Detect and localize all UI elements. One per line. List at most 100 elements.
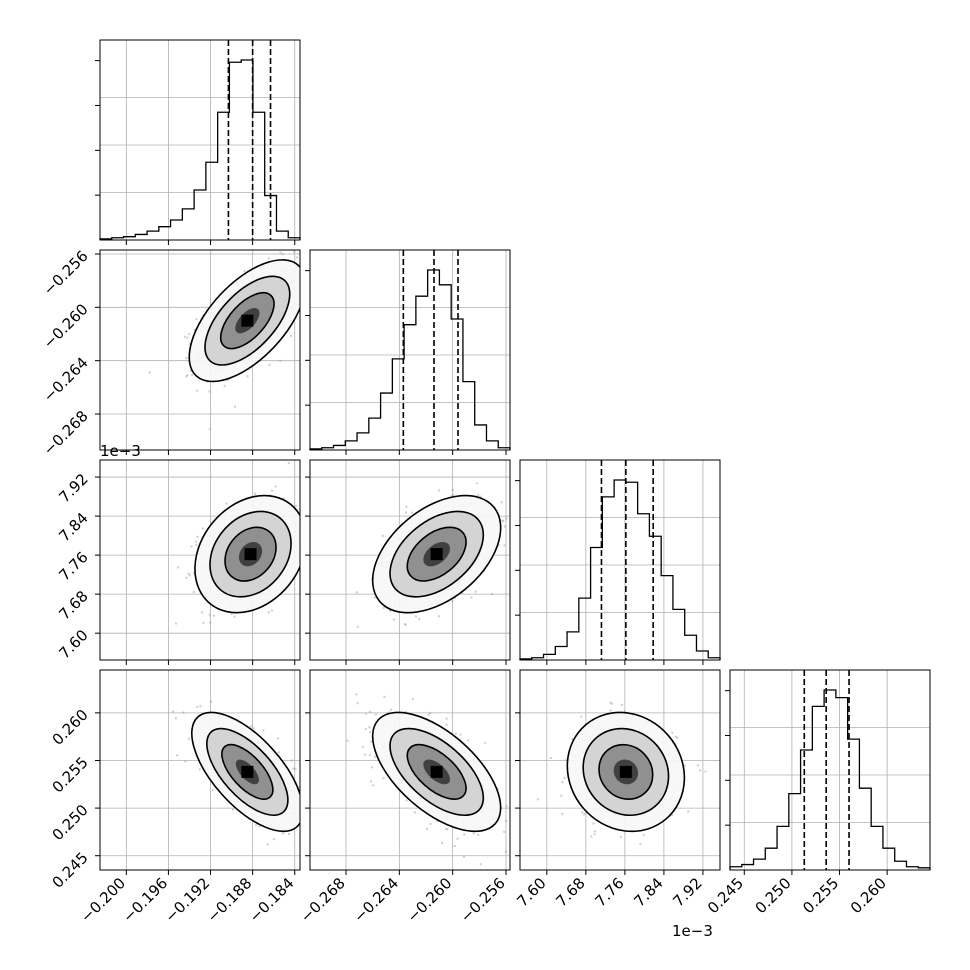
- sample-point: [187, 572, 190, 575]
- sample-point: [560, 794, 563, 797]
- axes-frame: [519, 669, 721, 871]
- x-tick-label: 0.245: [704, 874, 747, 917]
- x-offset-label: 1e−3: [672, 922, 713, 940]
- axes-frame: [99, 249, 301, 451]
- sample-point: [231, 808, 235, 811]
- sample-point: [185, 375, 188, 378]
- histogram-step: [519, 479, 721, 660]
- x-tick-label: 7.84: [630, 874, 666, 910]
- sample-point: [246, 375, 249, 378]
- density-peak: [430, 548, 443, 561]
- sample-point: [195, 389, 199, 392]
- sample-point: [676, 736, 679, 740]
- sample-point: [361, 745, 365, 749]
- y-tick-label: −0.264: [40, 354, 92, 406]
- sample-point: [392, 618, 396, 621]
- sample-point: [451, 600, 454, 603]
- sample-point: [373, 596, 376, 599]
- sample-point: [233, 615, 236, 618]
- sample-point: [195, 544, 198, 547]
- sample-point: [368, 710, 371, 714]
- sample-point: [368, 726, 371, 729]
- x-tick-label: 7.68: [552, 874, 588, 910]
- y-tick-label: 7.60: [55, 626, 91, 662]
- sample-point: [355, 693, 358, 696]
- sample-point: [262, 729, 265, 732]
- axes-frame: [99, 459, 301, 661]
- sample-point: [195, 705, 199, 709]
- sample-point: [356, 702, 359, 705]
- sample-point: [356, 625, 359, 628]
- sample-point: [592, 822, 595, 825]
- sample-point: [301, 798, 303, 800]
- sample-point: [382, 606, 385, 610]
- sample-point: [472, 832, 475, 835]
- sample-point: [200, 611, 204, 614]
- sample-point: [186, 336, 189, 339]
- sample-point: [610, 702, 614, 705]
- sample-point: [267, 256, 271, 260]
- sample-point: [389, 708, 393, 712]
- sample-point: [279, 359, 282, 362]
- sample-point: [298, 246, 300, 248]
- sample-point: [620, 703, 624, 707]
- sample-point: [281, 832, 285, 835]
- x-tick-label: 7.60: [513, 874, 549, 910]
- sample-point: [413, 811, 417, 814]
- sample-point: [301, 545, 303, 547]
- sample-point: [446, 828, 449, 831]
- y-tick-label: 7.68: [55, 587, 91, 623]
- sample-point: [671, 731, 674, 735]
- axes-frame: [309, 459, 511, 661]
- histogram-step: [309, 269, 511, 450]
- sample-point: [295, 256, 299, 259]
- sample-point: [253, 492, 257, 495]
- sample-point: [364, 712, 368, 715]
- sample-point: [466, 739, 470, 742]
- sample-point: [454, 732, 457, 735]
- sample-point: [474, 590, 477, 593]
- sample-point: [505, 804, 508, 808]
- sample-point: [593, 830, 597, 833]
- sample-point: [176, 566, 180, 569]
- sample-point: [609, 701, 612, 704]
- y-tick-label: −0.268: [40, 407, 92, 459]
- sample-point: [445, 827, 448, 831]
- sample-point: [293, 250, 296, 253]
- sample-point: [287, 461, 291, 465]
- sample-point: [355, 591, 358, 594]
- sample-point: [208, 613, 211, 616]
- sample-point: [212, 614, 216, 617]
- sample-point: [462, 855, 466, 858]
- sample-point: [148, 371, 151, 374]
- y-tick-label: 7.84: [55, 509, 91, 545]
- sample-point: [313, 292, 315, 294]
- histogram-step: [99, 59, 301, 240]
- sample-point: [287, 832, 291, 836]
- sample-point: [319, 247, 321, 249]
- sample-point: [182, 711, 185, 714]
- sample-point: [427, 713, 430, 716]
- histogram-step: [729, 689, 931, 870]
- x-tick-label: −0.188: [203, 874, 255, 926]
- sample-point: [476, 493, 480, 497]
- sample-point: [194, 540, 198, 544]
- sample-point: [289, 334, 293, 338]
- pair-panel-2-1: [309, 459, 511, 661]
- sample-point: [208, 621, 212, 624]
- sample-point: [373, 755, 377, 758]
- diag-panel-1: [305, 249, 511, 451]
- sample-point: [440, 841, 444, 845]
- sample-point: [250, 725, 253, 728]
- sample-point: [704, 770, 707, 773]
- sample-point: [476, 833, 480, 836]
- sample-point: [184, 760, 187, 763]
- sample-point: [303, 267, 305, 269]
- sample-point: [374, 713, 377, 716]
- sample-point: [267, 611, 270, 614]
- sample-point: [190, 373, 194, 377]
- sample-point: [609, 709, 612, 712]
- diag-panel-0: [95, 39, 301, 241]
- sample-point: [346, 739, 349, 743]
- sample-point: [405, 505, 408, 508]
